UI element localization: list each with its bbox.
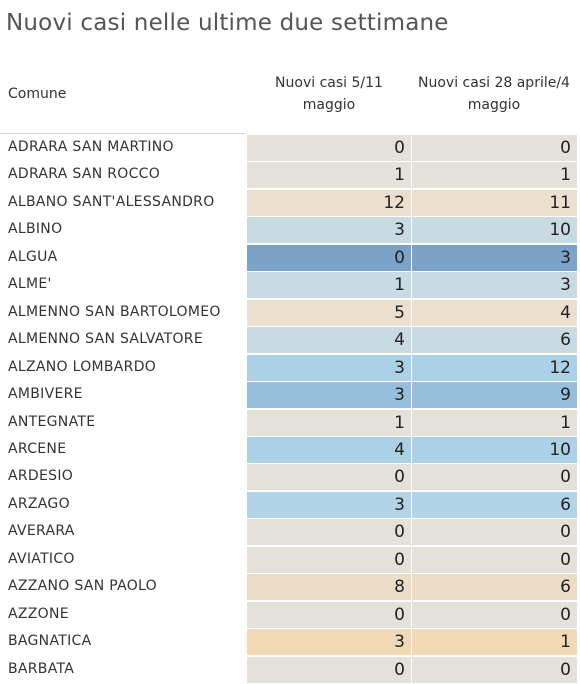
table-row: ARZAGO 3 6 <box>0 491 580 519</box>
cases-current-cell: 0 <box>247 464 411 491</box>
cases-previous-cell: 0 <box>412 546 577 573</box>
cases-previous-cell: 6 <box>412 327 577 354</box>
table-row: ARCENE 4 10 <box>0 436 580 464</box>
comune-name: ARCENE <box>8 440 67 457</box>
cases-current-cell: 0 <box>247 244 411 271</box>
column-header-week-current: Nuovi casi 5/11 maggio <box>275 75 383 113</box>
cases-current-cell: 12 <box>247 189 411 216</box>
comune-name: ALMENNO SAN BARTOLOMEO <box>8 303 221 320</box>
comune-name: AVIATICO <box>8 550 75 567</box>
cases-previous-cell: 4 <box>412 299 577 326</box>
cases-current-cell: 3 <box>247 354 411 381</box>
cases-current-cell: 3 <box>247 217 411 244</box>
cases-previous-cell: 6 <box>412 491 577 518</box>
table-row: ANTEGNATE 1 1 <box>0 409 580 437</box>
cases-previous-cell: 3 <box>412 244 577 271</box>
cases-previous-cell: 11 <box>412 189 577 216</box>
comune-name: ALBINO <box>8 221 63 238</box>
comune-name: ALGUA <box>8 248 58 265</box>
cases-previous-cell: 1 <box>412 409 577 436</box>
cases-previous-cell: 10 <box>412 217 577 244</box>
cases-current-cell: 0 <box>247 519 411 546</box>
cases-previous-cell: 10 <box>412 436 577 463</box>
cases-previous-cell: 12 <box>412 354 577 381</box>
cases-current-cell: 0 <box>247 601 411 628</box>
comune-name: ALME' <box>8 276 52 293</box>
cases-previous-cell: 0 <box>412 601 577 628</box>
table-row: AZZANO SAN PAOLO 8 6 <box>0 573 580 601</box>
comune-name: ADRARA SAN MARTINO <box>8 139 174 155</box>
comune-name: AMBIVERE <box>8 386 83 403</box>
table-row: BAGNATICA 3 1 <box>0 628 580 656</box>
cases-current-cell: 8 <box>247 574 411 601</box>
cases-previous-cell: 9 <box>412 382 577 409</box>
table-row: BARBATA 0 0 <box>0 656 580 684</box>
cases-current-cell: 3 <box>247 629 411 656</box>
cases-previous-cell: 1 <box>412 162 577 189</box>
cases-current-cell: 0 <box>247 656 411 683</box>
table-row: AMBIVERE 3 9 <box>0 381 580 409</box>
table-row: ARDESIO 0 0 <box>0 463 580 491</box>
cases-current-cell: 4 <box>247 436 411 463</box>
table-row: ALZANO LOMBARDO 3 12 <box>0 354 580 382</box>
comune-name: ALBANO SANT'ALESSANDRO <box>8 193 215 210</box>
table-row: AVERARA 0 0 <box>0 518 580 546</box>
cases-current-cell: 3 <box>247 382 411 409</box>
table-row: AZZONE 0 0 <box>0 601 580 629</box>
cases-current-cell: 1 <box>247 409 411 436</box>
comune-name: BAGNATICA <box>8 633 92 650</box>
comune-name: AVERARA <box>8 523 75 540</box>
table-row: ALME' 1 3 <box>0 271 580 299</box>
cases-previous-cell: 0 <box>412 519 577 546</box>
comune-name: ARZAGO <box>8 495 70 512</box>
cases-previous-cell: 0 <box>412 135 577 161</box>
cases-current-cell: 5 <box>247 299 411 326</box>
table-row: ALMENNO SAN SALVATORE 4 6 <box>0 326 580 354</box>
comune-name: ANTEGNATE <box>8 413 96 430</box>
comune-name: ALZANO LOMBARDO <box>8 358 157 375</box>
cases-current-cell: 3 <box>247 491 411 518</box>
table-row: ALGUA 0 3 <box>0 244 580 272</box>
table-row: ALBANO SANT'ALESSANDRO 12 11 <box>0 189 580 217</box>
table-row: ADRARA SAN ROCCO 1 1 <box>0 161 580 189</box>
table-row: ALBINO 3 10 <box>0 216 580 244</box>
comune-name: AZZONE <box>8 605 69 622</box>
comune-name: ARDESIO <box>8 468 74 485</box>
cases-current-cell: 0 <box>247 546 411 573</box>
comune-name: BARBATA <box>8 660 75 677</box>
header-divider <box>0 133 245 134</box>
cases-current-cell: 1 <box>247 272 411 299</box>
cases-current-cell: 0 <box>247 135 411 161</box>
cases-previous-cell: 6 <box>412 574 577 601</box>
table-row: ALMENNO SAN BARTOLOMEO 5 4 <box>0 299 580 327</box>
cases-previous-cell: 1 <box>412 629 577 656</box>
cases-current-cell: 4 <box>247 327 411 354</box>
cases-current-cell: 1 <box>247 162 411 189</box>
cases-previous-cell: 0 <box>412 464 577 491</box>
column-header-week-previous: Nuovi casi 28 aprile/4 maggio <box>418 75 570 113</box>
comune-name: ADRARA SAN ROCCO <box>8 166 161 183</box>
comune-name: AZZANO SAN PAOLO <box>8 578 157 595</box>
table-row: ADRARA SAN MARTINO 0 0 <box>0 134 580 162</box>
column-header-comune: Comune <box>8 86 67 102</box>
page-title: Nuovi casi nelle ultime due settimane <box>6 10 449 36</box>
comune-name: ALMENNO SAN SALVATORE <box>8 331 203 348</box>
table-row: AVIATICO 0 0 <box>0 546 580 574</box>
cases-previous-cell: 3 <box>412 272 577 299</box>
cases-previous-cell: 0 <box>412 656 577 683</box>
